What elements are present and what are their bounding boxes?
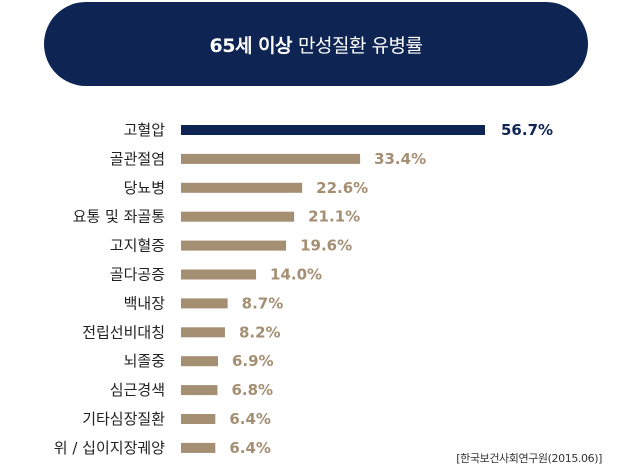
value-label: 6.4% [229,410,271,428]
bar [181,356,218,367]
category-label: 심근경색 [110,381,165,399]
value-label: 14.0% [270,266,322,284]
bar [181,385,218,396]
bar [181,298,228,309]
category-label: 고혈압 [124,121,166,139]
category-label: 고지혈증 [110,237,165,255]
value-label: 6.9% [232,352,274,370]
category-label: 골다공증 [110,266,165,284]
bar [181,240,287,251]
category-label: 뇌졸중 [124,352,165,370]
value-label: 8.7% [242,294,284,312]
source-note: [한국보건사회연구원(2015.06)] [456,452,602,465]
value-label: 21.1% [308,208,360,226]
value-label: 6.8% [231,381,273,399]
bar [181,327,225,338]
bar [181,442,216,453]
title-light: 만성질환 유병률 [298,34,423,57]
title-strong: 65세 이상 [209,34,293,57]
category-label: 기타심장질환 [82,410,165,428]
value-label: 8.2% [239,323,281,341]
category-label: 백내장 [124,294,166,312]
bar [181,153,361,164]
value-label: 56.7% [501,121,553,139]
bar [181,182,303,193]
category-label: 골관절염 [110,150,165,168]
category-label: 전립선비대칭 [82,323,165,341]
bar [181,269,257,280]
bar [181,414,216,424]
value-label: 33.4% [374,150,426,168]
category-label: 위 / 십이지장궤양 [54,439,165,457]
title-banner: 65세 이상 만성질환 유병률 [44,2,588,86]
value-label: 19.6% [300,237,352,255]
value-label: 6.4% [229,439,271,457]
value-label: 22.6% [316,179,368,197]
category-label: 당뇨병 [124,179,165,197]
category-label: 요통 및 좌골통 [73,208,165,226]
bar [181,125,485,135]
bar [181,211,295,222]
